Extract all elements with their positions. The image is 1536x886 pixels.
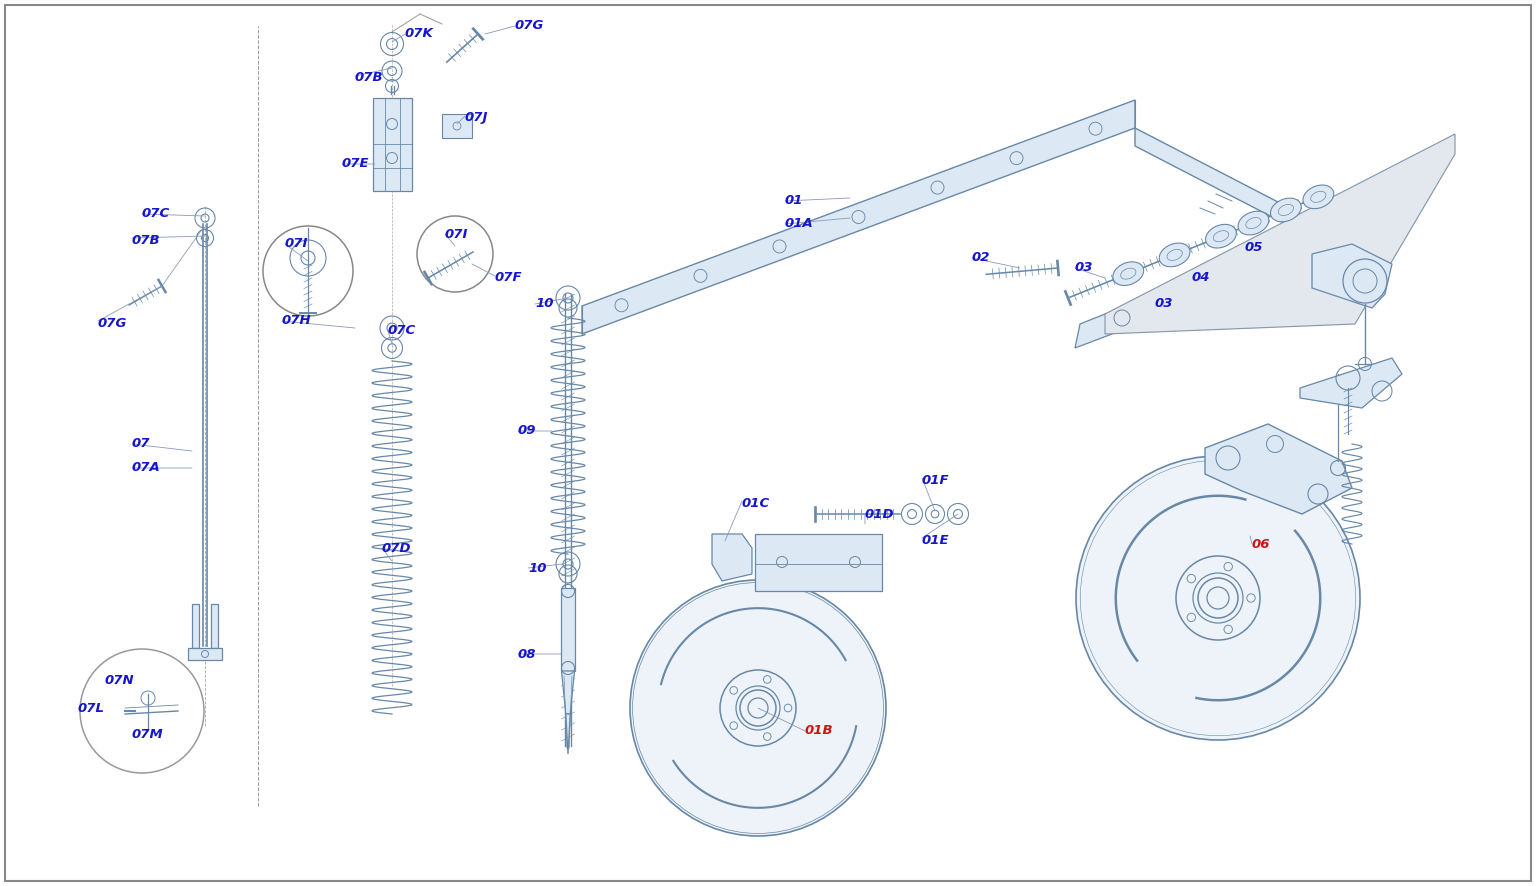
Text: 07G: 07G: [98, 317, 127, 330]
Ellipse shape: [1303, 185, 1333, 209]
Polygon shape: [1312, 244, 1392, 308]
Polygon shape: [582, 100, 1135, 334]
Polygon shape: [1104, 134, 1455, 334]
Polygon shape: [187, 648, 223, 660]
Text: 07I: 07I: [445, 228, 468, 240]
Text: 03: 03: [1155, 298, 1174, 310]
Polygon shape: [373, 98, 412, 191]
Polygon shape: [210, 604, 218, 648]
Text: 01: 01: [785, 195, 803, 207]
Polygon shape: [1206, 424, 1352, 514]
Text: 07I: 07I: [286, 237, 309, 251]
Circle shape: [1077, 456, 1359, 740]
Text: 07K: 07K: [406, 27, 433, 41]
Text: 07: 07: [132, 438, 151, 450]
Text: 07F: 07F: [495, 271, 522, 284]
Polygon shape: [1075, 288, 1170, 348]
Text: 01C: 01C: [742, 498, 770, 510]
Text: 02: 02: [972, 252, 991, 265]
Text: 06: 06: [1252, 538, 1270, 550]
Text: 10: 10: [528, 562, 547, 574]
Polygon shape: [192, 604, 200, 648]
Text: 07G: 07G: [515, 19, 544, 33]
Ellipse shape: [1121, 268, 1137, 279]
Text: 03: 03: [1075, 261, 1094, 275]
Text: 07M: 07M: [132, 727, 164, 741]
Circle shape: [1342, 259, 1387, 303]
Text: 07A: 07A: [132, 462, 161, 475]
Ellipse shape: [1206, 224, 1236, 248]
Text: 07C: 07C: [141, 207, 170, 221]
Ellipse shape: [1167, 249, 1183, 260]
Polygon shape: [1135, 128, 1306, 234]
Text: 05: 05: [1246, 242, 1264, 254]
Polygon shape: [442, 114, 472, 138]
Text: 08: 08: [518, 648, 536, 660]
Polygon shape: [1299, 358, 1402, 408]
Text: 07E: 07E: [343, 158, 370, 170]
Text: 01F: 01F: [922, 475, 949, 487]
Text: 01E: 01E: [922, 534, 949, 548]
Polygon shape: [756, 534, 882, 591]
Ellipse shape: [1310, 191, 1326, 202]
Polygon shape: [562, 671, 574, 714]
Text: 09: 09: [518, 424, 536, 438]
Ellipse shape: [1270, 198, 1301, 222]
Polygon shape: [565, 714, 570, 754]
Ellipse shape: [1160, 243, 1190, 267]
Text: 07C: 07C: [389, 324, 416, 338]
Polygon shape: [713, 534, 753, 581]
Text: 07N: 07N: [104, 674, 135, 688]
Text: 04: 04: [1192, 271, 1210, 284]
Ellipse shape: [1114, 262, 1144, 285]
Polygon shape: [562, 588, 574, 671]
Text: 10: 10: [535, 298, 553, 310]
Text: 01D: 01D: [865, 508, 894, 520]
Ellipse shape: [1278, 205, 1293, 215]
Text: 07J: 07J: [465, 112, 488, 125]
Text: 01A: 01A: [785, 217, 814, 230]
Text: 07D: 07D: [382, 541, 412, 555]
Text: 07B: 07B: [132, 235, 161, 247]
Ellipse shape: [1238, 211, 1269, 235]
Text: 07L: 07L: [78, 702, 104, 714]
Text: 01B: 01B: [805, 725, 834, 737]
Circle shape: [630, 580, 886, 836]
Ellipse shape: [1246, 218, 1261, 229]
Text: 07H: 07H: [283, 315, 312, 328]
Ellipse shape: [1213, 230, 1229, 242]
Text: 07B: 07B: [355, 72, 384, 84]
